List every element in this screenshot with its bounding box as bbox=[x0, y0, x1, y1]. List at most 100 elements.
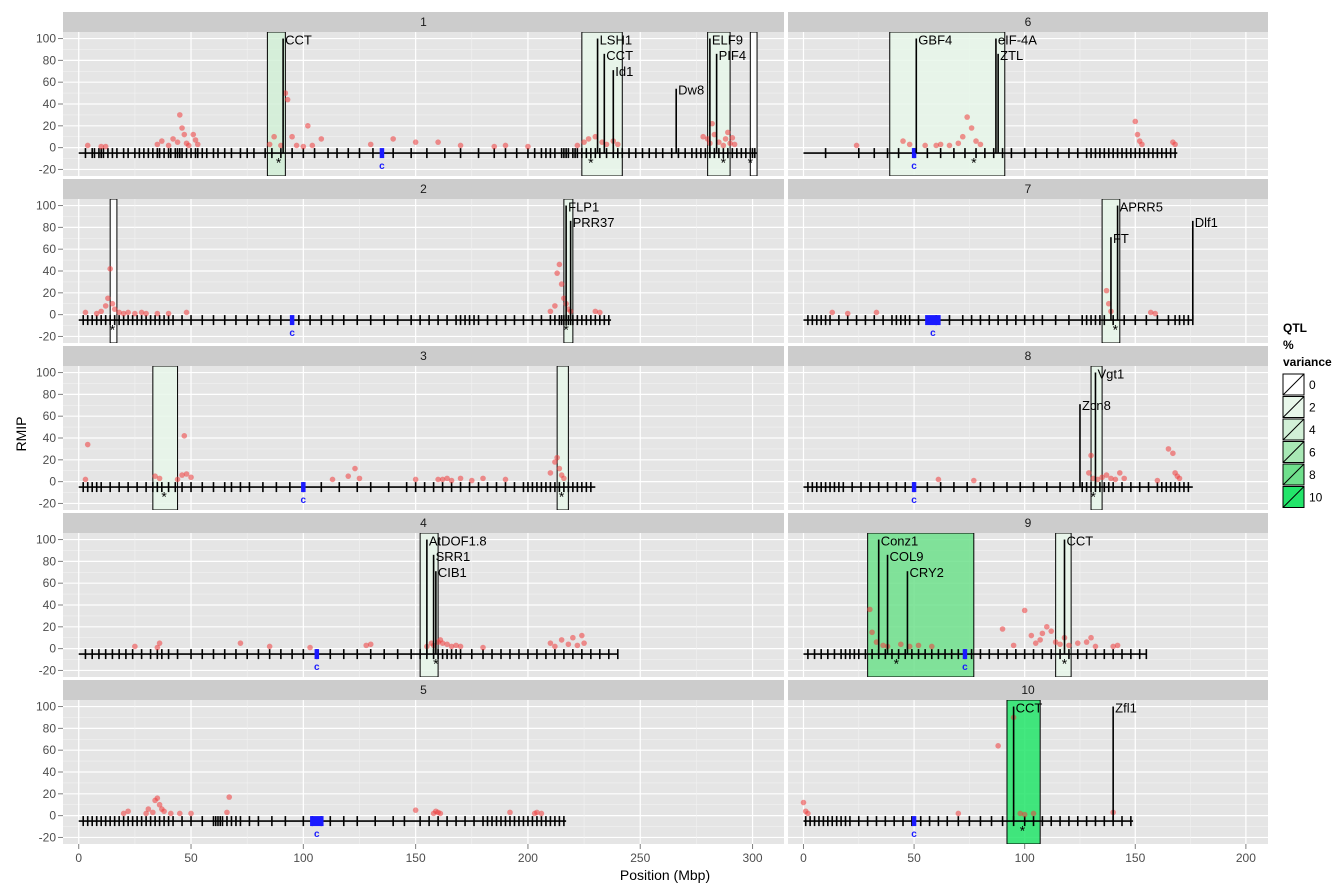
rmip-point bbox=[1121, 475, 1128, 482]
rmip-point bbox=[125, 309, 131, 316]
rmip-point bbox=[367, 641, 374, 648]
rmip-point bbox=[1172, 141, 1178, 148]
rmip-point bbox=[120, 310, 127, 317]
rmip-point bbox=[102, 143, 109, 150]
rmip-point bbox=[574, 642, 581, 649]
panel-strip bbox=[63, 179, 784, 199]
gene-label: ELF9 bbox=[712, 33, 743, 48]
rmip-point bbox=[457, 142, 464, 149]
x-tick-label: 250 bbox=[630, 851, 650, 865]
rmip-point bbox=[873, 639, 880, 645]
rmip-point bbox=[552, 459, 558, 465]
rmip-point bbox=[179, 472, 185, 478]
rmip-point bbox=[183, 309, 190, 316]
rmip-point bbox=[561, 295, 567, 302]
rmip-point bbox=[502, 476, 509, 483]
panel-strip bbox=[788, 12, 1268, 32]
rmip-point bbox=[603, 141, 610, 148]
rmip-point bbox=[867, 606, 873, 613]
rmip-point bbox=[700, 133, 706, 140]
centromere bbox=[925, 315, 941, 326]
qtl-interval bbox=[563, 199, 574, 343]
y-tick-label: 40 bbox=[43, 264, 57, 278]
legend-title: QTL bbox=[1283, 321, 1307, 335]
qtl-star: * bbox=[110, 321, 116, 337]
panel-strip-label: 9 bbox=[1025, 516, 1032, 530]
rmip-point bbox=[154, 644, 161, 651]
gene-label: PIF4 bbox=[719, 48, 746, 63]
qtl-star: * bbox=[748, 154, 754, 170]
rmip-point bbox=[226, 794, 233, 800]
rmip-point bbox=[143, 310, 149, 317]
qtl-star: * bbox=[433, 655, 439, 671]
x-tick-label: 150 bbox=[1125, 851, 1145, 865]
rmip-point bbox=[82, 309, 89, 316]
gene-label: LSH1 bbox=[600, 33, 633, 48]
rmip-point bbox=[709, 120, 715, 127]
rmip-point bbox=[554, 454, 560, 461]
rmip-point bbox=[805, 810, 811, 817]
rmip-point bbox=[1103, 472, 1110, 478]
y-tick-label: 40 bbox=[43, 598, 57, 612]
rmip-point bbox=[84, 142, 91, 149]
rmip-point bbox=[1147, 309, 1154, 316]
rmip-point bbox=[150, 809, 156, 816]
rmip-point bbox=[367, 141, 374, 148]
rmip-point bbox=[168, 810, 174, 817]
rmip-point bbox=[439, 640, 446, 646]
rmip-point bbox=[1114, 642, 1121, 649]
rmip-point bbox=[534, 809, 540, 816]
rmip-point bbox=[84, 441, 91, 448]
rmip-point bbox=[352, 465, 358, 472]
legend-swatch-diagonal bbox=[1282, 418, 1305, 441]
rmip-point bbox=[597, 309, 603, 316]
rmip-point bbox=[116, 309, 122, 316]
rmip-point bbox=[1083, 639, 1090, 645]
rmip-point bbox=[448, 477, 455, 484]
centromere bbox=[911, 816, 917, 827]
rmip-point bbox=[565, 641, 572, 648]
rmip-point bbox=[282, 90, 289, 96]
centromere-label: c bbox=[911, 161, 917, 172]
rmip-point bbox=[190, 131, 197, 138]
x-tick-label: 0 bbox=[800, 851, 807, 865]
rmip-point bbox=[570, 634, 576, 641]
gene-label: CCT bbox=[285, 33, 312, 48]
rmip-point bbox=[120, 810, 127, 817]
rmip-point bbox=[1074, 640, 1081, 646]
rmip-point bbox=[547, 308, 554, 315]
x-tick-label: 50 bbox=[907, 851, 921, 865]
gene-label: CCT bbox=[606, 48, 633, 63]
centromere-label: c bbox=[911, 495, 917, 506]
x-tick-label: 200 bbox=[518, 851, 538, 865]
qtl-star: * bbox=[1113, 321, 1119, 337]
rmip-point bbox=[964, 114, 970, 120]
legend-label: 6 bbox=[1309, 446, 1316, 460]
rmip-point bbox=[1116, 470, 1123, 476]
rmip-point bbox=[995, 743, 1001, 749]
centromere bbox=[379, 148, 385, 159]
y-tick-label: 20 bbox=[43, 787, 57, 801]
rmip-point bbox=[1086, 470, 1092, 476]
y-tick-label: 0 bbox=[49, 308, 56, 322]
y-tick-label: 0 bbox=[49, 642, 56, 656]
legend-label: 4 bbox=[1309, 423, 1316, 437]
rmip-point bbox=[307, 644, 313, 651]
qtl-star: * bbox=[1062, 655, 1068, 671]
y-tick-label: 40 bbox=[43, 97, 57, 111]
rmip-point bbox=[1170, 450, 1176, 457]
centromere bbox=[911, 482, 917, 493]
rmip-point bbox=[453, 642, 459, 649]
rmip-point bbox=[547, 470, 554, 476]
centromere-label: c bbox=[314, 662, 320, 673]
qtl-star: * bbox=[721, 154, 727, 170]
rmip-point bbox=[1110, 643, 1116, 650]
y-tick-label: -20 bbox=[39, 663, 57, 677]
rmip-point bbox=[579, 632, 585, 639]
rmip-point bbox=[1039, 630, 1046, 637]
x-tick-label: 200 bbox=[1236, 851, 1256, 865]
y-tick-label: 100 bbox=[36, 32, 56, 46]
